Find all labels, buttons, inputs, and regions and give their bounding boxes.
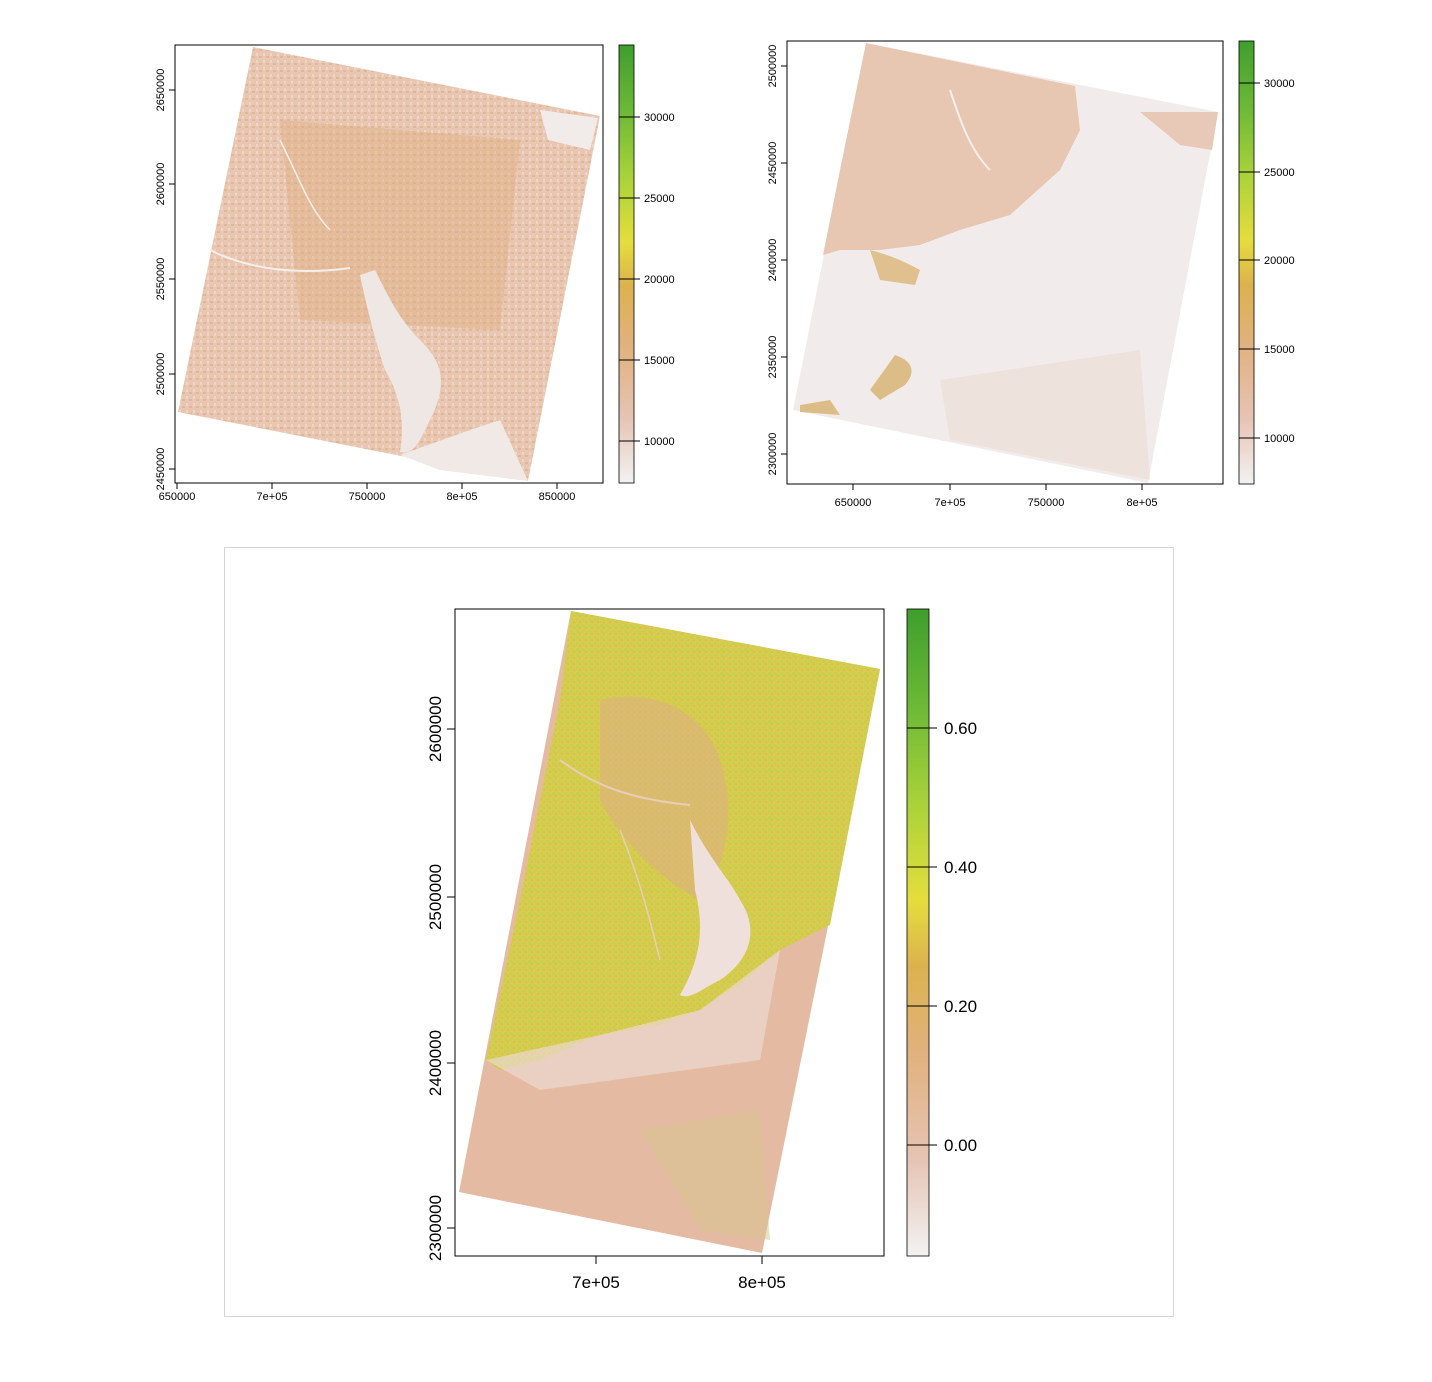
y-tick-label: 2300000	[426, 1195, 445, 1261]
legend-tick-label: 15000	[1264, 344, 1295, 356]
y-axis: 2450000 2500000 2550000 2600000 2650000	[155, 69, 176, 491]
x-tick-label: 7e+05	[257, 491, 288, 503]
legend-tick-label: 20000	[644, 274, 675, 286]
y-tick-label: 2450000	[767, 142, 779, 185]
y-tick-label: 2650000	[155, 69, 167, 112]
x-tick-label: 8e+05	[447, 491, 478, 503]
y-tick-label: 2300000	[767, 433, 779, 476]
legend-tick-label: 30000	[1264, 78, 1295, 90]
legend-tick-label: 10000	[1264, 433, 1295, 445]
x-tick-label: 650000	[835, 497, 872, 509]
y-tick-label: 2600000	[426, 696, 445, 762]
legend-tick-label: 0.00	[944, 1136, 977, 1155]
legend-tick-label: 25000	[644, 193, 675, 205]
legend: 10000 15000 20000 25000 30000	[618, 44, 675, 484]
x-tick-label: 8e+05	[738, 1273, 786, 1292]
map-panel-top-right: 650000 7e+05 750000 8e+05 2300000 2350000 240…	[767, 40, 1295, 509]
legend-colorbar	[618, 44, 635, 484]
y-tick-label: 2500000	[426, 864, 445, 930]
y-axis: 2300000 2350000 2400000 2450000 2500000	[767, 45, 788, 476]
y-tick-label: 2550000	[155, 258, 167, 301]
legend-tick-label: 0.20	[944, 997, 977, 1016]
y-tick-label: 2500000	[155, 353, 167, 396]
y-tick-label: 2450000	[155, 448, 167, 491]
x-axis: 650000 7e+05 750000 8e+05	[835, 483, 1158, 509]
x-axis: 650000 7e+05 750000 8e+05 850000	[159, 482, 576, 503]
x-tick-label: 850000	[539, 491, 576, 503]
legend-tick-label: 0.60	[944, 719, 977, 738]
y-tick-label: 2400000	[426, 1030, 445, 1096]
map-panel-bottom: 7e+05 8e+05 2300000240000025000002600000 …	[426, 608, 977, 1292]
legend-tick-label: 0.40	[944, 858, 977, 877]
x-tick-label: 650000	[159, 491, 196, 503]
y-tick-label: 2600000	[155, 163, 167, 206]
legend-tick-label: 20000	[1264, 255, 1295, 267]
legend-tick-label: 10000	[644, 436, 675, 448]
legend: 10000 15000 20000 25000 30000	[1238, 40, 1295, 485]
x-tick-label: 750000	[1028, 497, 1065, 509]
legend-tick-label: 15000	[644, 355, 675, 367]
raster-scene	[178, 47, 600, 481]
x-tick-label: 8e+05	[1127, 497, 1158, 509]
y-tick-label: 2350000	[767, 336, 779, 379]
legend-tick-label: 30000	[644, 112, 675, 124]
raster-scene	[459, 611, 880, 1253]
x-tick-label: 7e+05	[572, 1273, 620, 1292]
legend-colorbar	[906, 608, 930, 1257]
raster-scene	[793, 43, 1218, 483]
legend-tick-label: 25000	[1264, 167, 1295, 179]
y-tick-label: 2400000	[767, 239, 779, 282]
legend: 0.00 0.20 0.40 0.60	[906, 608, 977, 1257]
map-panel-top-left: 650000 7e+05 750000 8e+05 850000 2450000 2500…	[155, 44, 675, 503]
x-axis: 7e+05 8e+05	[572, 1255, 786, 1292]
y-axis: 2300000 2400000 2500000 2600000	[426, 696, 456, 1261]
legend-colorbar	[1238, 40, 1255, 485]
y-tick-label: 2500000	[767, 45, 779, 88]
x-tick-label: 750000	[349, 491, 386, 503]
x-tick-label: 7e+05	[935, 497, 966, 509]
